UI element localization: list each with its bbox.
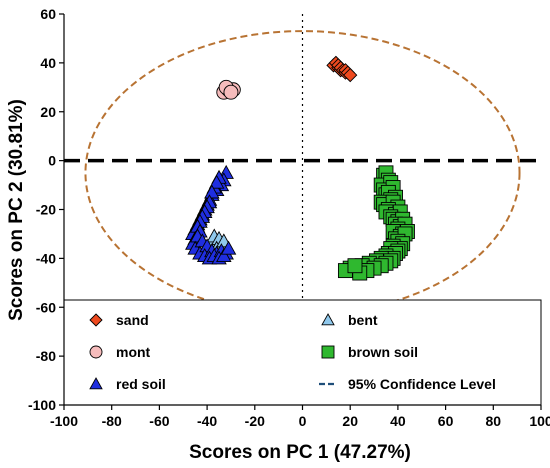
legend-label: bent [348,312,378,328]
legend-label: sand [116,312,149,328]
y-tick-label: 60 [40,6,56,22]
x-tick-label: 40 [390,413,406,429]
data-point [347,258,363,274]
x-tick-label: -60 [149,413,169,429]
y-tick-label: 20 [40,104,56,120]
x-tick-label: -40 [197,413,217,429]
y-tick-label: 40 [40,55,56,71]
data-point [204,184,220,199]
data-point [208,174,225,189]
x-axis-title: Scores on PC 1 (47.27%) [189,442,411,463]
axes: -100 -80 -60 -40 -20 0 20 40 60 80 100 -100 -80 -60 -4… [28,6,550,429]
legend-label: red soil [116,376,166,392]
x-tick-label: -100 [50,413,78,429]
legend-label: mont [116,344,151,360]
x-tick-label: 20 [342,413,358,429]
legend-entry-mont: mont [89,344,151,360]
y-tick-label: -60 [36,299,56,315]
y-tick-label: -100 [28,397,56,413]
legend-label: 95% Confidence Level [348,376,496,392]
x-tick-label: 0 [299,413,307,429]
y-tick-label: -20 [36,202,56,218]
x-tick-label: 100 [529,413,550,429]
legend-swatch [89,313,103,327]
legend-label: brown soil [348,344,418,360]
series-sand [326,55,358,83]
legend-swatch [89,345,103,359]
confidence-ellipse [84,30,521,316]
x-tick-label: 60 [438,413,454,429]
legend-swatch [321,345,335,359]
data-point [216,248,232,262]
y-tick-label: -80 [36,348,56,364]
legend-entry-sand: sand [89,312,149,328]
legend-entry-bent: bent [321,312,378,328]
data-point [343,67,358,83]
data-point [223,84,239,100]
legend-swatch [89,377,103,390]
y-axis-title: Scores on PC 2 (30.81%) [6,99,27,321]
series-brown-soil [337,165,415,281]
legend-entry-95-confidence-level: 95% Confidence Level [319,376,496,392]
y-tick-label: 0 [48,153,56,169]
legend-swatch [321,313,335,326]
y-tick-label: -40 [36,250,56,266]
series-red-soil [185,164,237,265]
legend: sand bent mont brown soil red soil 95% Confid… [63,299,542,406]
legend-entry-red-soil: red soil [89,376,166,392]
x-tick-label: 80 [486,413,502,429]
legend-entry-brown-soil: brown soil [321,344,418,360]
x-tick-label: -20 [245,413,265,429]
data-point [220,240,237,255]
series-mont [216,79,241,100]
plot-area [64,14,541,405]
x-tick-label: -80 [102,413,122,429]
legend-box [63,299,542,406]
